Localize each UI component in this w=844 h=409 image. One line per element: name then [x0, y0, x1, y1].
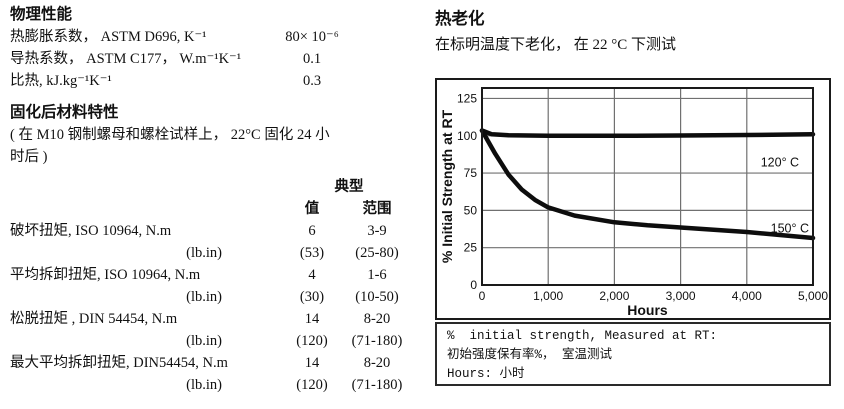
- legend-note-line: Hours: 小时: [447, 367, 525, 381]
- torque-value: 4: [308, 267, 316, 283]
- chart-legend-note: % initial strength, Measured at RT: 初始强度…: [435, 322, 831, 386]
- torque-range: (71-180): [351, 333, 403, 349]
- property-row: 比热, kJ.kg⁻¹K⁻¹ 0.3: [10, 70, 414, 92]
- torque-range: (71-180): [351, 377, 403, 393]
- torque-label: (lb.in): [186, 377, 222, 393]
- y-tick-label: 0: [470, 278, 477, 292]
- property-label: 比热, kJ.kg⁻¹K⁻¹: [10, 73, 112, 89]
- x-axis-label: Hours: [627, 302, 668, 318]
- x-tick-label: 1,000: [533, 289, 563, 303]
- x-tick-label: 5,000: [798, 289, 828, 303]
- x-tick-label: 0: [479, 289, 486, 303]
- table-header-row: 值 范围: [10, 198, 414, 220]
- x-tick-label: 2,000: [599, 289, 629, 303]
- property-value: 0.3: [302, 73, 322, 89]
- physical-properties-title: 物理性能: [10, 6, 73, 23]
- table-row: 破坏扭矩, ISO 10964, N.m 6 3-9: [10, 220, 414, 242]
- series-line-150c: [479, 128, 816, 241]
- heat-aging-subtitle: 在标明温度下老化， 在 22 °C 下测试: [435, 37, 677, 53]
- heat-aging-chart-svg: 120° C 150° C 0 25 50 75 100 125 0 1,000 2,000 3,00…: [439, 87, 828, 318]
- property-label: 导热系数， ASTM C177， W.m⁻¹K⁻¹: [10, 51, 242, 67]
- x-tick-label: 4,000: [732, 289, 762, 303]
- y-tick-label: 100: [457, 129, 477, 143]
- torque-range: 1-6: [367, 267, 387, 283]
- torque-value: 6: [308, 223, 316, 239]
- torque-range: (25-80): [355, 245, 399, 261]
- table-row: 松脱扭矩 , DIN 54454, N.m 14 8-20: [10, 308, 414, 330]
- torque-value: (120): [296, 333, 328, 349]
- torque-value: (53): [299, 245, 325, 261]
- y-axis-label: % Initial Strength at RT: [439, 109, 455, 263]
- heat-aging-section: 热老化 在标明温度下老化， 在 22 °C 下测试 120° C 150° C 0 2…: [435, 6, 833, 386]
- x-tick-label: 3,000: [666, 289, 696, 303]
- torque-label: 最大平均拆卸扭矩, DIN54454, N.m: [10, 355, 228, 371]
- torque-label: (lb.in): [186, 289, 222, 305]
- cured-note-line: ( 在 M10 钢制螺母和螺栓试样上， 22°C 固化 24 小: [10, 127, 330, 143]
- torque-range: 3-9: [367, 223, 387, 239]
- table-row: (lb.in) (30) (10-50): [10, 286, 414, 308]
- heat-aging-chart: 120° C 150° C 0 25 50 75 100 125 0 1,000 2,000 3,00…: [435, 78, 831, 320]
- series-label-120c: 120° C: [761, 156, 799, 170]
- table-row: (lb.in) (120) (71-180): [10, 330, 414, 352]
- property-label: 热膨胀系数， ASTM D696, K⁻¹: [10, 29, 207, 45]
- table-header-value: 值: [304, 201, 320, 217]
- cured-properties-title: 固化后材料特性: [10, 104, 119, 121]
- legend-note-line: 初始强度保有率%， 室温测试: [447, 348, 613, 362]
- cured-note-line: 时后 ): [10, 149, 48, 165]
- table-row: 平均拆卸扭矩, ISO 10964, N.m 4 1-6: [10, 264, 414, 286]
- series-label-150c: 150° C: [771, 221, 809, 235]
- torque-label: 平均拆卸扭矩, ISO 10964, N.m: [10, 267, 201, 283]
- torque-range: 8-20: [363, 311, 391, 327]
- table-header-range: 范围: [362, 201, 392, 217]
- y-tick-label: 50: [464, 203, 478, 217]
- y-tick-label: 25: [464, 241, 478, 255]
- torque-value: (120): [296, 377, 328, 393]
- torque-label: 松脱扭矩 , DIN 54454, N.m: [10, 311, 178, 327]
- property-value: 0.1: [302, 51, 322, 67]
- property-value: 80× 10⁻⁶: [285, 29, 339, 45]
- plot-frame: [481, 87, 814, 286]
- table-header-typical: 典型: [334, 179, 364, 195]
- property-row: 热膨胀系数， ASTM D696, K⁻¹ 80× 10⁻⁶: [10, 26, 414, 48]
- table-row: (lb.in) (120) (71-180): [10, 374, 414, 396]
- torque-range: (10-50): [355, 289, 399, 305]
- table-row: (lb.in) (53) (25-80): [10, 242, 414, 264]
- torque-label: (lb.in): [186, 333, 222, 349]
- physical-properties-section: 物理性能 热膨胀系数， ASTM D696, K⁻¹ 80× 10⁻⁶ 导热系数…: [10, 4, 414, 396]
- torque-value: (30): [299, 289, 325, 305]
- series-line-120c: [479, 128, 816, 139]
- y-tick-label: 75: [464, 166, 478, 180]
- torque-range: 8-20: [363, 355, 391, 371]
- torque-label: (lb.in): [186, 245, 222, 261]
- torque-value: 14: [304, 355, 320, 371]
- property-row: 导热系数， ASTM C177， W.m⁻¹K⁻¹ 0.1: [10, 48, 414, 70]
- y-tick-label: 125: [457, 91, 477, 105]
- table-row: 最大平均拆卸扭矩, DIN54454, N.m 14 8-20: [10, 352, 414, 374]
- torque-value: 14: [304, 311, 320, 327]
- torque-label: 破坏扭矩, ISO 10964, N.m: [10, 223, 172, 239]
- heat-aging-title: 热老化: [435, 9, 485, 28]
- legend-note-line: % initial strength, Measured at RT:: [447, 329, 718, 343]
